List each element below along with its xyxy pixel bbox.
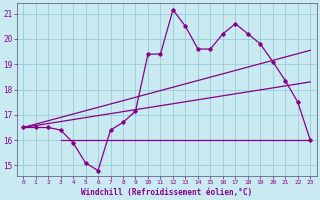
X-axis label: Windchill (Refroidissement éolien,°C): Windchill (Refroidissement éolien,°C)	[81, 188, 252, 197]
